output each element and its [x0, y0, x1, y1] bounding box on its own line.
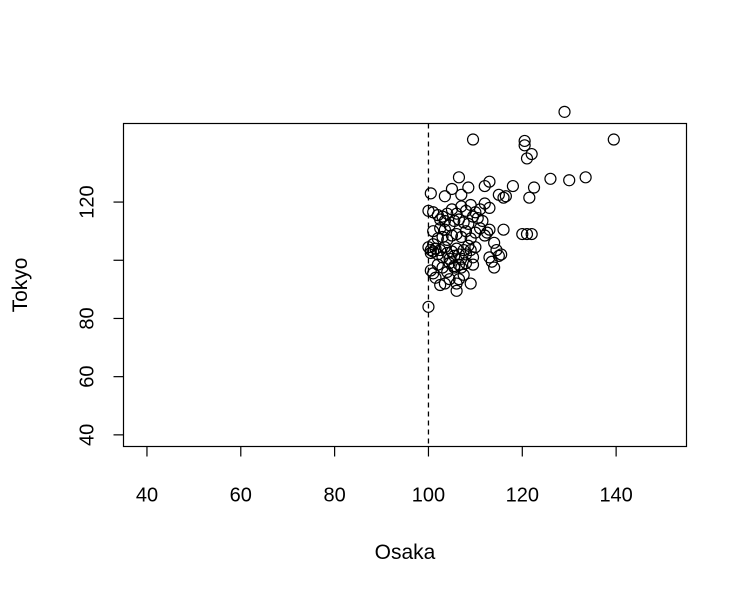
- y-tick-label: 120: [77, 185, 99, 218]
- data-point: [438, 214, 451, 228]
- data-point: [544, 172, 557, 185]
- data-point: [450, 277, 463, 290]
- data-point: [434, 278, 447, 292]
- data-point: [469, 226, 482, 239]
- data-point: [518, 134, 531, 148]
- data-point: [450, 242, 463, 255]
- y-tick-label: 60: [77, 366, 99, 388]
- data-point: [424, 243, 437, 257]
- data-point: [459, 248, 473, 261]
- y-axis-title: Tokyo: [9, 258, 32, 313]
- x-axis: 40 60 80 100 120 140: [136, 446, 633, 507]
- data-point: [523, 191, 536, 204]
- y-axis: 40 60 80 120: [77, 185, 124, 446]
- data-point: [483, 223, 496, 236]
- data-point: [478, 179, 491, 193]
- data-point: [457, 268, 470, 281]
- data-point: [525, 227, 538, 241]
- data-point: [455, 188, 468, 201]
- data-point: [438, 277, 451, 290]
- data-point: [436, 261, 449, 274]
- data-point: [483, 175, 496, 188]
- data-point: [476, 214, 489, 228]
- x-axis-title: Osaka: [375, 541, 436, 564]
- data-point: [558, 105, 571, 118]
- data-point: [520, 152, 534, 165]
- x-tick-label: 100: [412, 485, 445, 507]
- data-point: [497, 223, 510, 236]
- data-point: [450, 284, 463, 297]
- plot-frame: [122, 122, 688, 448]
- data-point: [607, 133, 620, 146]
- data-point: [563, 174, 576, 187]
- data-point: [443, 273, 456, 286]
- data-point: [455, 252, 468, 265]
- y-tick-label: 80: [77, 307, 99, 329]
- data-point: [490, 243, 503, 257]
- data-point: [488, 261, 501, 274]
- data-point: [448, 214, 461, 228]
- data-point: [443, 219, 456, 232]
- data-point: [483, 201, 496, 214]
- data-point: [499, 190, 512, 203]
- x-tick-label: 80: [324, 485, 346, 507]
- y-tick-label: 40: [77, 424, 99, 446]
- data-point: [506, 179, 520, 193]
- data-point: [457, 216, 470, 229]
- data-point: [485, 255, 498, 268]
- data-point: [462, 181, 475, 194]
- data-point: [438, 223, 451, 236]
- data-point: [427, 225, 440, 238]
- data-point: [466, 133, 480, 146]
- x-tick-label: 40: [136, 485, 158, 507]
- data-point: [516, 227, 529, 241]
- data-point: [452, 171, 466, 184]
- data-point: [422, 300, 435, 313]
- data-point: [441, 207, 454, 220]
- data-point: [466, 251, 480, 264]
- data-point: [455, 261, 468, 274]
- data-point: [488, 236, 501, 249]
- data-point: [478, 197, 491, 210]
- data-point: [495, 248, 508, 261]
- data-point: [466, 258, 480, 271]
- x-tick-label: 140: [599, 485, 632, 507]
- data-point: [520, 227, 534, 241]
- data-point: [497, 191, 510, 204]
- data-points: [422, 105, 620, 313]
- data-point: [424, 187, 437, 200]
- data-point: [445, 203, 459, 216]
- data-point: [579, 171, 592, 184]
- data-point: [455, 200, 468, 213]
- data-point: [448, 249, 461, 263]
- x-tick-label: 120: [506, 485, 539, 507]
- data-point: [424, 246, 437, 260]
- data-point: [438, 190, 451, 203]
- x-tick-label: 60: [230, 485, 252, 507]
- data-point: [525, 147, 538, 161]
- data-point: [445, 182, 459, 196]
- data-point: [527, 181, 541, 194]
- data-point: [464, 277, 477, 290]
- data-point: [518, 139, 531, 152]
- data-point: [481, 226, 494, 239]
